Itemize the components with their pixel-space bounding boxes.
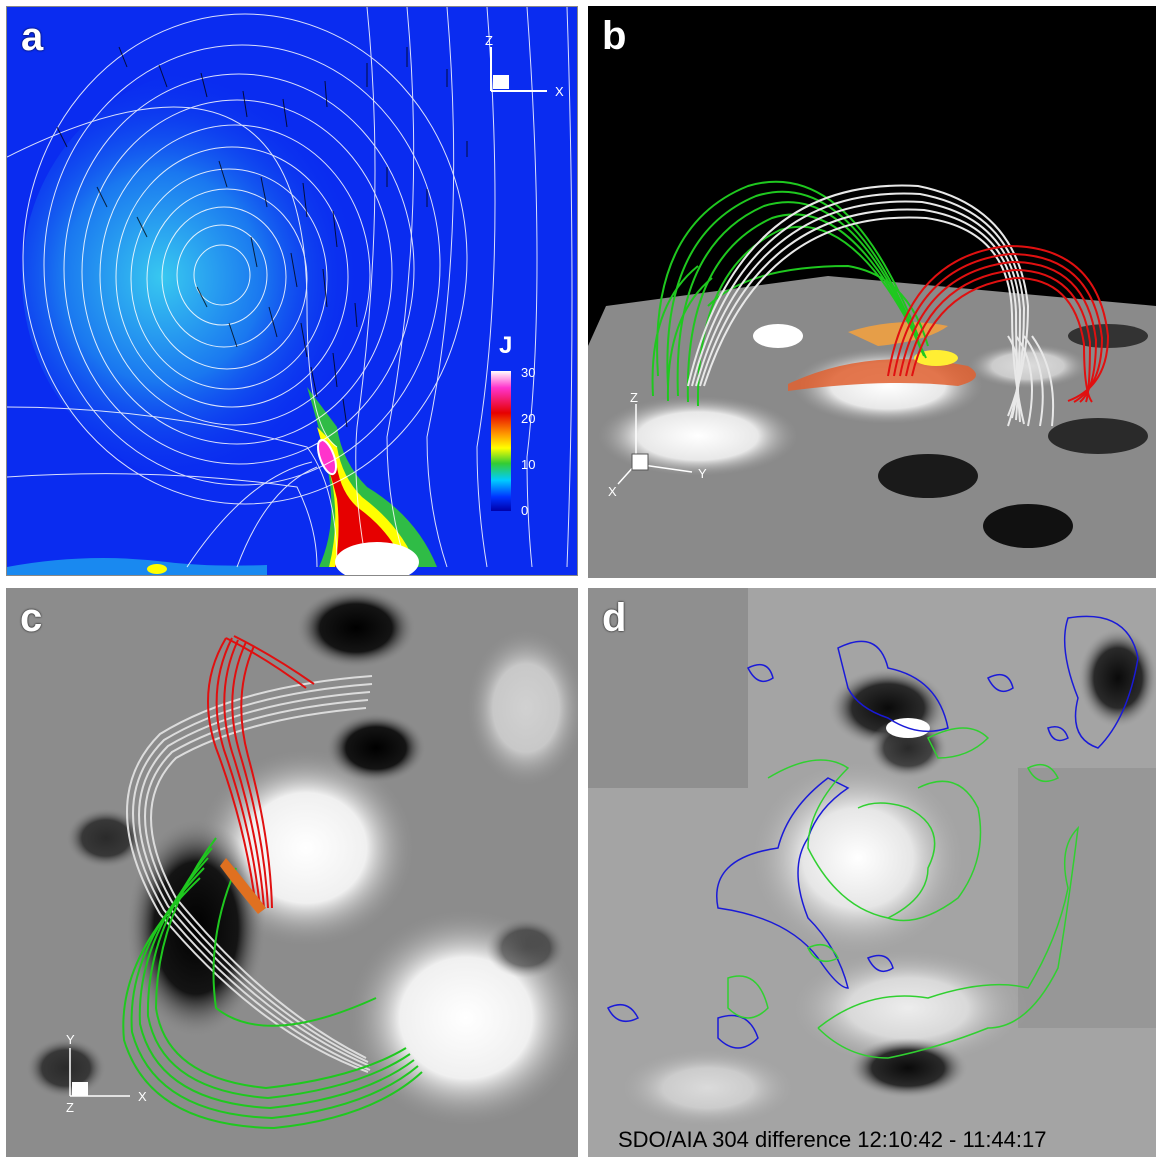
dark-region: [1048, 418, 1148, 454]
axis-z-label: Z: [66, 1100, 74, 1115]
axis-x-label: X: [138, 1089, 147, 1104]
panel-d-render: SDO/AIA 304 difference 12:10:42 - 11:44:…: [588, 588, 1156, 1157]
flux-rope-glow: [22, 67, 422, 487]
colorbar-tick: 10: [521, 457, 535, 472]
panel-b-render: Z Y X: [588, 6, 1156, 578]
panel-b-3d-loops: Z Y X b: [588, 6, 1156, 578]
axis-z-label: Z: [630, 390, 638, 405]
panel-label: b: [602, 14, 627, 58]
bright-region: [598, 396, 798, 476]
noisy-region: [588, 588, 748, 788]
green-loops: [122, 837, 423, 1130]
axis-x-label: X: [608, 484, 617, 499]
bright-region: [466, 628, 578, 788]
lower-hotspot: [147, 564, 167, 574]
colorbar-tick: 30: [521, 365, 535, 380]
panel-c-render: Y Z X: [6, 588, 578, 1157]
axis-triad-b: Z Y X: [608, 390, 707, 499]
bright-ribbon-region: [788, 948, 1028, 1068]
dimming-region: [868, 718, 948, 778]
axis-z-label: Z: [485, 33, 493, 48]
colorbar-tick: 0: [521, 503, 528, 518]
green-contours: [727, 727, 1080, 1059]
white-loops: [126, 675, 373, 1073]
panel-label: a: [21, 15, 44, 59]
bright-ribbon-region: [748, 758, 968, 958]
colorbar-tick: 20: [521, 411, 535, 426]
dark-region: [26, 1038, 106, 1098]
dark-region: [296, 588, 416, 668]
panel-label: d: [602, 596, 627, 640]
axis-triad-a: Z X: [485, 33, 564, 99]
flare-ribbon: [788, 359, 976, 391]
axis-triad-c: Y Z X: [66, 1032, 147, 1115]
panel-c-top-view: Y Z X c: [6, 588, 578, 1157]
flare-ribbon: [220, 858, 266, 914]
dimming-region: [848, 1038, 968, 1098]
axis-x-label: X: [555, 84, 564, 99]
axis-y-label: Y: [698, 466, 707, 481]
current-sheet-core: [316, 438, 338, 476]
panel-d-aia-difference: SDO/AIA 304 difference 12:10:42 - 11:44:…: [588, 588, 1156, 1157]
dark-region: [486, 918, 566, 978]
current-sheet-red: [325, 457, 405, 567]
white-loops: [687, 184, 1055, 427]
dark-region: [878, 454, 978, 498]
flare-kernel: [914, 350, 958, 366]
field-lines: [7, 7, 573, 568]
noisy-region: [1018, 768, 1156, 1028]
lower-boundary-glow: [7, 558, 267, 575]
blue-contours: [606, 615, 1139, 1049]
colorbar-title: J: [499, 332, 512, 359]
bright-region: [753, 324, 803, 348]
velocity-arrows: [56, 46, 468, 428]
dimming-region: [1078, 628, 1156, 728]
panel-a-current-density: Z X J 30 20 10 0 a: [6, 6, 578, 576]
bright-ribbon-region: [618, 1048, 798, 1128]
panel-a-plot: Z X J 30 20 10 0: [7, 7, 577, 575]
red-loops: [207, 635, 315, 909]
colorbar-gradient: [491, 371, 511, 511]
dark-region: [126, 818, 266, 1038]
bright-region: [968, 344, 1088, 388]
image-caption: SDO/AIA 304 difference 12:10:42 - 11:44:…: [618, 1127, 1046, 1152]
footpoint-hotspot: [335, 542, 419, 575]
dark-region: [326, 713, 426, 783]
axis-y-label: Y: [66, 1032, 75, 1047]
red-loops: [887, 244, 1110, 403]
colorbar: J 30 20 10 0: [491, 332, 535, 518]
dark-region: [983, 504, 1073, 548]
panel-label: c: [20, 596, 43, 640]
dark-region: [66, 808, 146, 868]
